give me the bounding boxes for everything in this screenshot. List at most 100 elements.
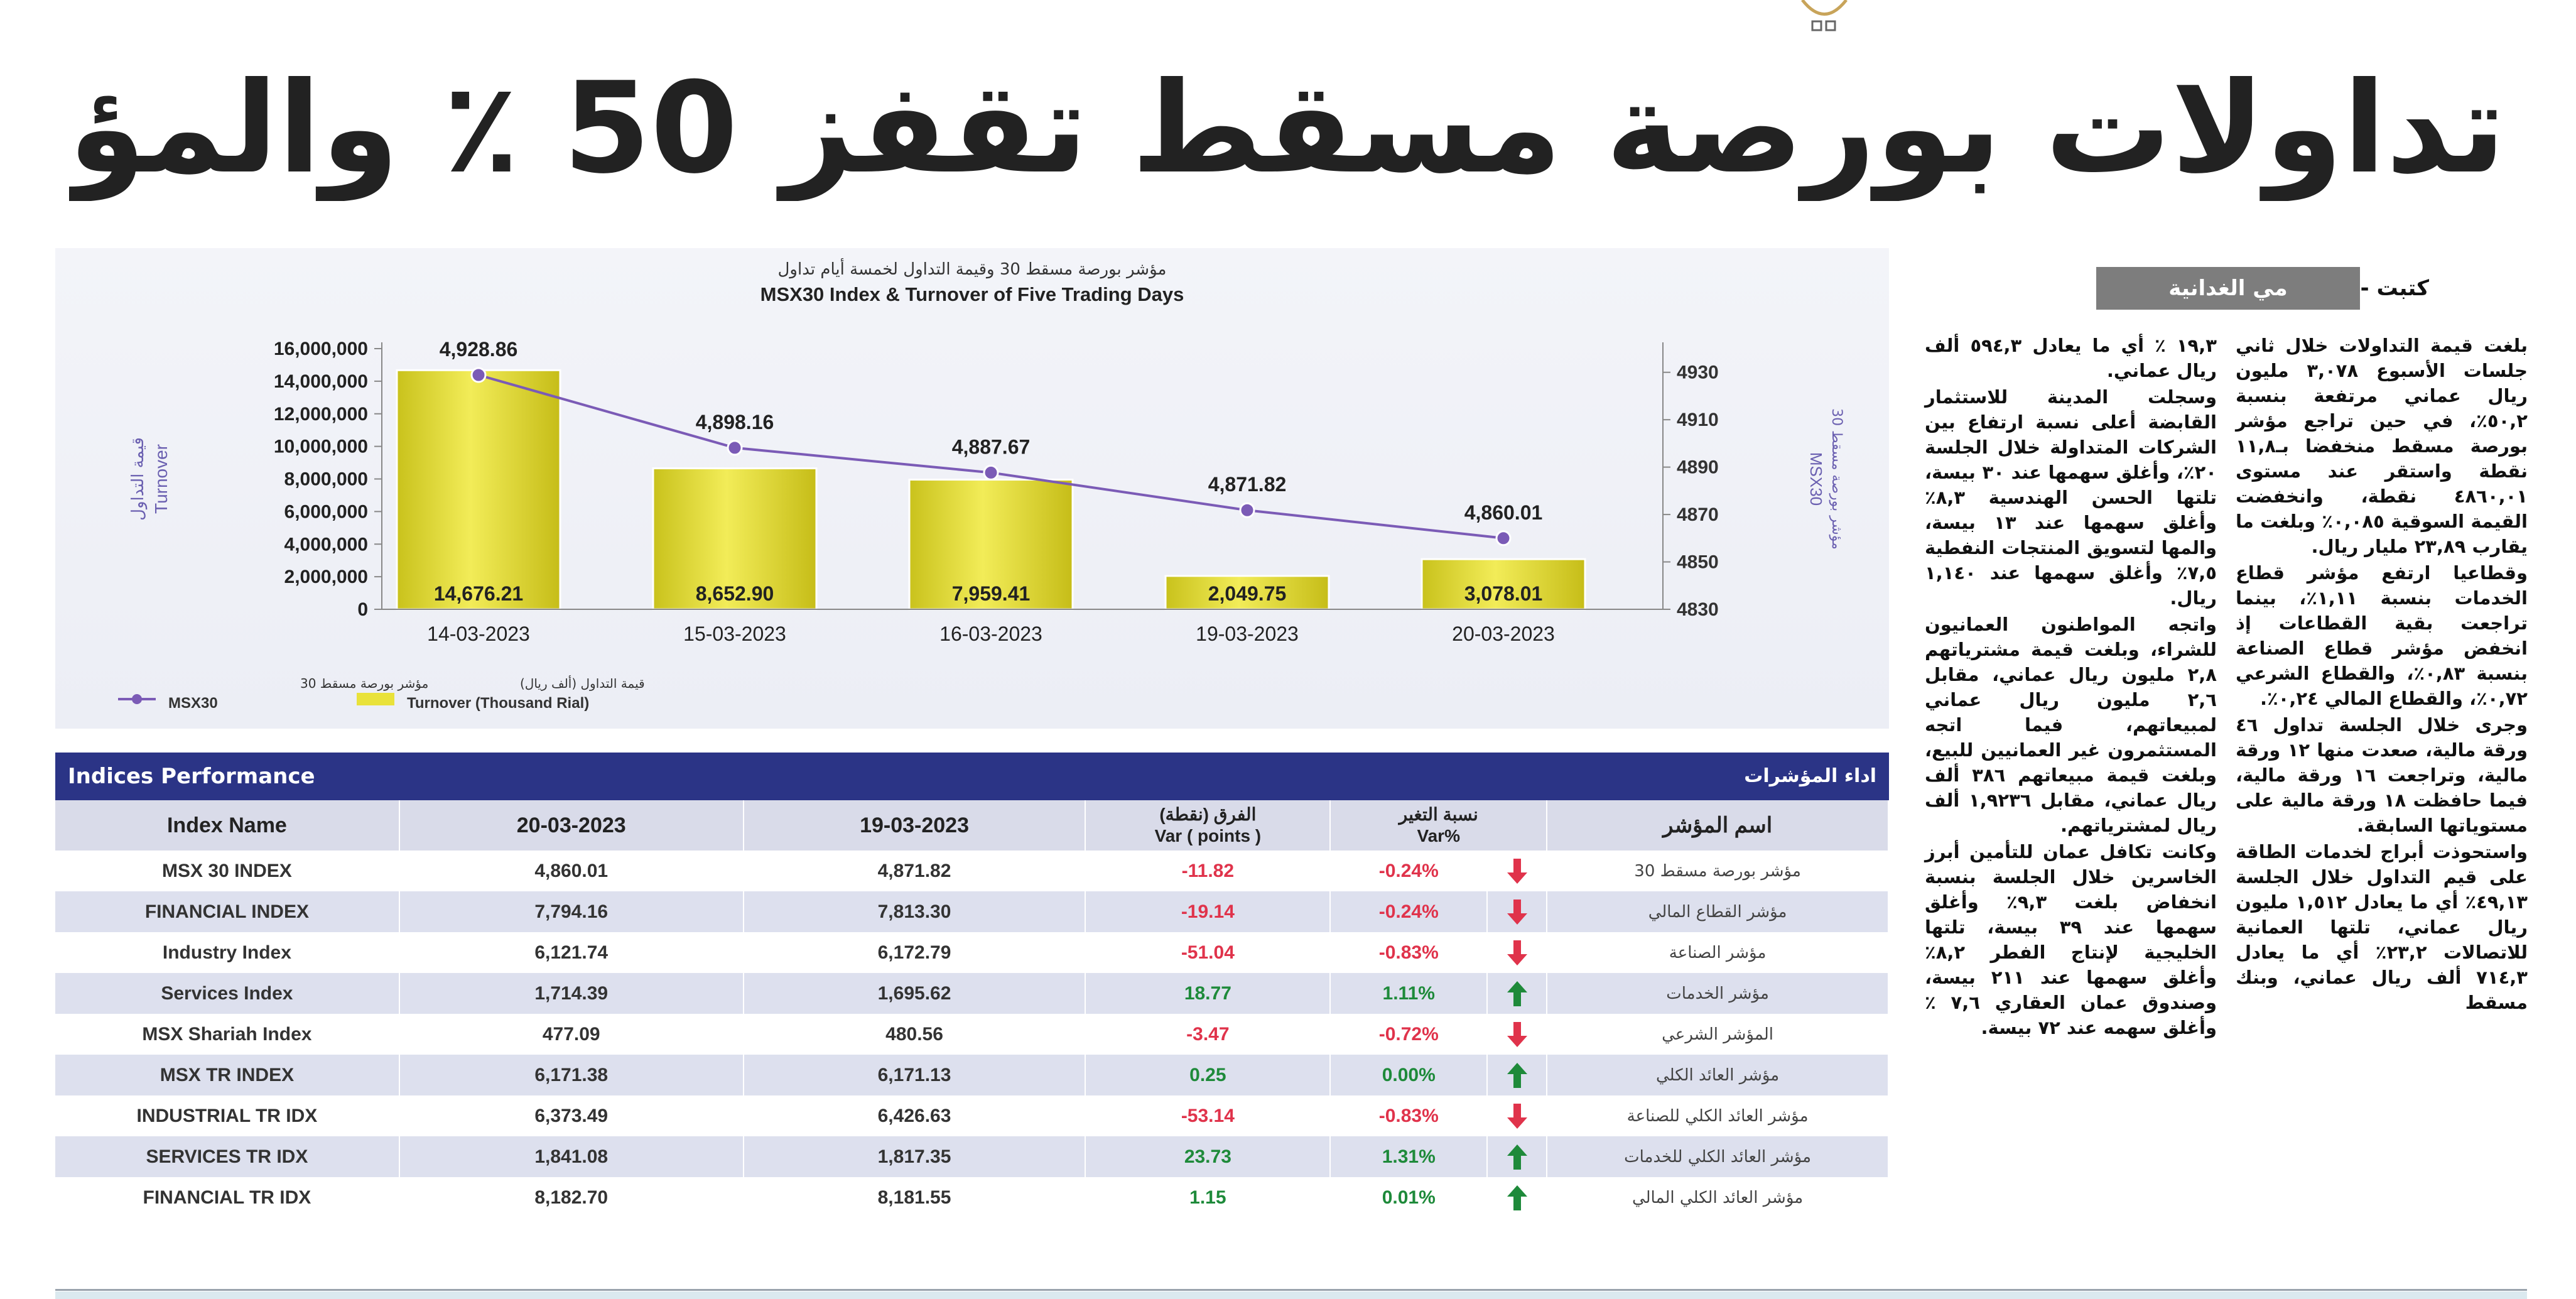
cell-value-date1: 8,182.70 <box>399 1177 744 1218</box>
cell-var-points: -3.47 <box>1085 1014 1331 1055</box>
chart-panel: مؤشر بورصة مسقط 30 وقيمة التداول لخمسة أ… <box>55 248 1889 729</box>
table-row: MSX Shariah Index 477.09 480.56 -3.47 -0.72%… <box>55 1014 1889 1055</box>
cell-name-en: INDUSTRIAL TR IDX <box>55 1095 400 1136</box>
chart: مؤشر بورصة مسقط 30 وقيمة التداول لخمسة أ… <box>118 258 1844 712</box>
legend-line-label: MSX30 <box>168 695 218 712</box>
table-row: FINANCIAL TR IDX 8,182.70 8,181.55 1.15 0.01… <box>55 1177 1889 1218</box>
cell-value-date2: 480.56 <box>743 1014 1086 1055</box>
cell-var-pct: -0.72% <box>1330 1014 1488 1055</box>
bar-value-label: 8,652.90 <box>696 582 774 605</box>
article-column-left: ١٩,٣ ٪ أي ما يعادل ٥٩٤,٣ ألف ريال عماني.… <box>1925 333 2217 1041</box>
cell-name-en: SERVICES TR IDX <box>55 1136 400 1177</box>
cell-value-date2: 6,172.79 <box>743 932 1086 973</box>
cell-var-pct: 0.01% <box>1330 1177 1488 1218</box>
cell-name-ar: مؤشر العائد الكلي المالي <box>1547 1177 1889 1218</box>
table-header-row: Index Name 20-03-2023 19-03-2023 الفرق (… <box>55 800 1889 851</box>
y-tick-label: 8,000,000 <box>284 469 368 490</box>
table-row: SERVICES TR IDX 1,841.08 1,817.35 23.73 1.31… <box>55 1136 1889 1177</box>
cell-var-pct: 0.00% <box>1330 1055 1488 1095</box>
line-value-label: 4,898.16 <box>696 411 774 433</box>
cell-var-points: 0.25 <box>1085 1055 1331 1095</box>
cell-direction <box>1487 1014 1548 1055</box>
table-title-ar: اداء المؤشرات <box>1744 765 1876 787</box>
cell-direction <box>1487 1055 1548 1095</box>
cell-value-date1: 1,841.08 <box>399 1136 744 1177</box>
table-row: Services Index 1,714.39 1,695.62 18.77 1.11%… <box>55 973 1889 1014</box>
cell-direction <box>1487 1177 1548 1218</box>
cell-var-points: 23.73 <box>1085 1136 1331 1177</box>
cell-value-date1: 6,171.38 <box>399 1055 744 1095</box>
col-header-var-pct: نسبة التغير Var% <box>1330 800 1548 851</box>
y-tick-label: 10,000,000 <box>274 437 368 457</box>
arrow-down-icon <box>1507 899 1527 925</box>
col-header-date1: 20-03-2023 <box>399 800 744 851</box>
cell-name-ar: مؤشر الخدمات <box>1547 973 1889 1014</box>
col-header-var-points-ar: الفرق (نقطة) <box>1159 805 1257 824</box>
cell-var-pct: -0.83% <box>1330 932 1488 973</box>
x-tick-label: 14-03-2023 <box>427 622 530 645</box>
table-row: FINANCIAL INDEX 7,794.16 7,813.30 -19.14 -0.… <box>55 891 1889 932</box>
cell-name-ar: مؤشر العائد الكلي <box>1547 1055 1889 1095</box>
table-row: MSX TR INDEX 6,171.38 6,171.13 0.25 0.00% مؤش… <box>55 1055 1889 1095</box>
col-header-var-points-en: Var ( points ) <box>1154 826 1262 845</box>
cell-value-date2: 1,695.62 <box>743 973 1086 1014</box>
cell-name-en: MSX Shariah Index <box>55 1014 400 1055</box>
cell-var-points: -19.14 <box>1085 891 1331 932</box>
arrow-down-icon <box>1507 940 1527 965</box>
cell-var-points: -11.82 <box>1085 851 1331 891</box>
cell-var-pct: -0.24% <box>1330 851 1488 891</box>
cell-direction <box>1487 932 1548 973</box>
arrow-up-icon <box>1507 1185 1527 1210</box>
article-paragraph: وكانت تكافل عمان للتأمين أبرز الخاسرين خ… <box>1925 841 2217 1038</box>
article-paragraph: وجرى خلال الجلسة تداول ٤٦ ورقة مالية، صع… <box>2236 714 2528 836</box>
cell-direction <box>1487 851 1548 891</box>
line-value-label: 4,887.67 <box>952 435 1031 458</box>
y-tick-label: 16,000,000 <box>274 339 368 359</box>
msx30-point <box>727 440 743 456</box>
col-header-var-pct-en: Var% <box>1417 826 1460 845</box>
x-tick-label: 16-03-2023 <box>939 622 1042 645</box>
legend-bar-label: Turnover (Thousand Rial) <box>407 695 589 712</box>
cell-name-en: Industry Index <box>55 932 400 973</box>
y-tick-label: 14,000,000 <box>274 371 368 392</box>
legend-line-label-ar: مؤشر بورصة مسقط 30 <box>300 676 428 691</box>
arrow-up-icon <box>1507 1062 1527 1088</box>
turnover-bar <box>908 479 1074 611</box>
turnover-bar <box>1421 558 1586 611</box>
byline: كتبت - مي الغدانية <box>1946 267 2429 310</box>
y2-tick-label: 4890 <box>1677 457 1719 478</box>
cell-value-date2: 4,871.82 <box>743 851 1086 891</box>
turnover-bar <box>652 467 818 611</box>
y2-tick-label: 4930 <box>1677 362 1719 383</box>
cell-direction <box>1487 891 1548 932</box>
y2-tick-label: 4870 <box>1677 504 1719 525</box>
y-tick-label: 12,000,000 <box>274 404 368 425</box>
msx30-point <box>983 464 999 481</box>
cell-var-points: 18.77 <box>1085 973 1331 1014</box>
article-column-right: بلغت قيمة التداولات خلال ثاني جلسات الأس… <box>2236 333 2528 1016</box>
x-tick-label: 15-03-2023 <box>683 622 786 645</box>
cell-name-ar: مؤشر بورصة مسقط 30 <box>1547 851 1889 891</box>
top-ornament-icon <box>1801 0 1848 31</box>
chart-title-ar: مؤشر بورصة مسقط 30 وقيمة التداول لخمسة أ… <box>778 258 1167 279</box>
y-tick-label: 0 <box>357 599 368 620</box>
y-tick-label: 6,000,000 <box>284 501 368 522</box>
y2-tick-label: 4910 <box>1677 410 1719 430</box>
cell-direction <box>1487 1136 1548 1177</box>
cell-value-date1: 1,714.39 <box>399 973 744 1014</box>
bottom-divider <box>55 1289 2527 1291</box>
col-header-var-pct-ar: نسبة التغير <box>1399 805 1478 824</box>
bar-value-label: 14,676.21 <box>434 582 523 605</box>
table-header-bar: Indices Performance اداء المؤشرات <box>55 753 1889 800</box>
cell-name-ar: مؤشر الصناعة <box>1547 932 1889 973</box>
article-paragraph: واستحوذت أبراج لخدمات الطاقة على قيم الت… <box>2236 841 2528 1013</box>
y-axis-title: Turnover <box>151 444 171 514</box>
byline-author: مي الغدانية <box>2096 267 2360 310</box>
msx30-point <box>1495 530 1512 546</box>
cell-value-date1: 477.09 <box>399 1014 744 1055</box>
cell-var-points: -53.14 <box>1085 1095 1331 1136</box>
col-header-name-ar: اسم المؤشر <box>1547 800 1889 851</box>
article-paragraph: وسجلت المدينة للاستثمار القابضة أعلى نسب… <box>1925 386 2217 609</box>
y2-axis-title-ar: مؤشر بورصة مسقط 30 <box>1829 408 1844 550</box>
arrow-down-icon <box>1507 858 1527 884</box>
